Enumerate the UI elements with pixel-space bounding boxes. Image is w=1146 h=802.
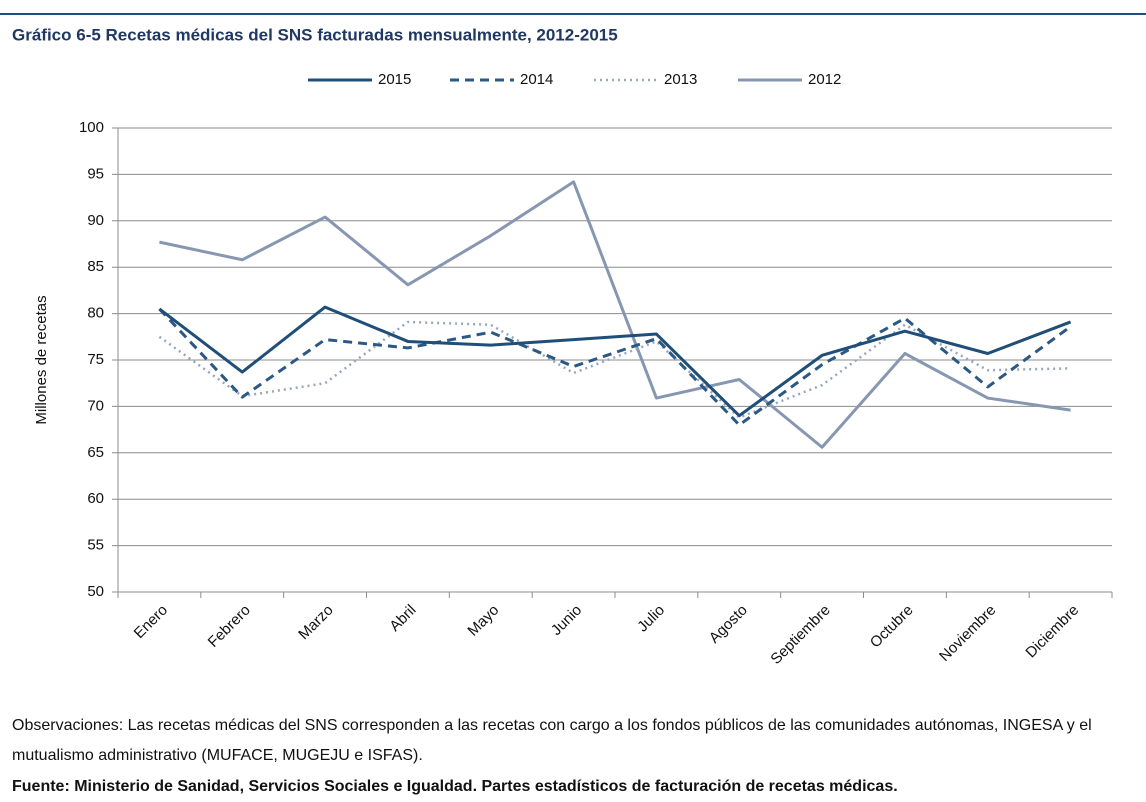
y-tick-label: 55 xyxy=(87,537,104,554)
note: Observaciones: Las recetas médicas del S… xyxy=(12,717,1092,764)
chart: Gráfico 6-5 Recetas médicas del SNS fact… xyxy=(0,13,1146,668)
series-line xyxy=(158,305,1072,418)
y-tick-label: 100 xyxy=(79,119,104,136)
y-tick-label: 60 xyxy=(87,490,104,507)
x-tick-label: Febrero xyxy=(205,602,254,651)
legend-label: 2013 xyxy=(664,71,697,88)
source: Fuente: Ministerio de Sanidad, Servicios… xyxy=(12,778,898,795)
x-tick-label: Agosto xyxy=(706,602,751,647)
legend-label: 2014 xyxy=(520,71,553,88)
series-line xyxy=(158,307,1072,427)
x-tick-label: Julio xyxy=(634,602,668,636)
x-tick-label: Diciembre xyxy=(1022,602,1082,662)
y-tick-label: 65 xyxy=(87,444,104,461)
top-rule xyxy=(0,13,1146,15)
chart-title: Gráfico 6-5 Recetas médicas del SNS fact… xyxy=(12,25,618,44)
y-tick-label: 70 xyxy=(87,397,104,414)
x-tick-label: Septiembre xyxy=(767,602,833,668)
legend-label: 2015 xyxy=(378,71,411,88)
y-axis-label: Millones de recetas xyxy=(33,295,50,424)
legend-label: 2012 xyxy=(808,71,841,88)
x-tick-label: Noviembre xyxy=(936,602,999,665)
series-line xyxy=(158,320,1071,419)
x-tick-label: Junio xyxy=(548,602,585,639)
x-tick-label: Mayo xyxy=(464,602,502,640)
y-tick-label: 75 xyxy=(87,351,104,368)
y-tick-label: 85 xyxy=(87,258,104,275)
series-line xyxy=(159,180,1071,449)
y-tick-label: 90 xyxy=(87,212,104,229)
y-tick-label: 80 xyxy=(87,305,104,322)
y-tick-label: 95 xyxy=(87,165,104,182)
y-tick-label: 50 xyxy=(87,583,104,600)
x-tick-label: Abril xyxy=(386,602,419,635)
x-tick-label: Marzo xyxy=(295,602,336,643)
x-tick-label: Octubre xyxy=(867,602,917,652)
x-tick-label: Enero xyxy=(131,602,171,642)
